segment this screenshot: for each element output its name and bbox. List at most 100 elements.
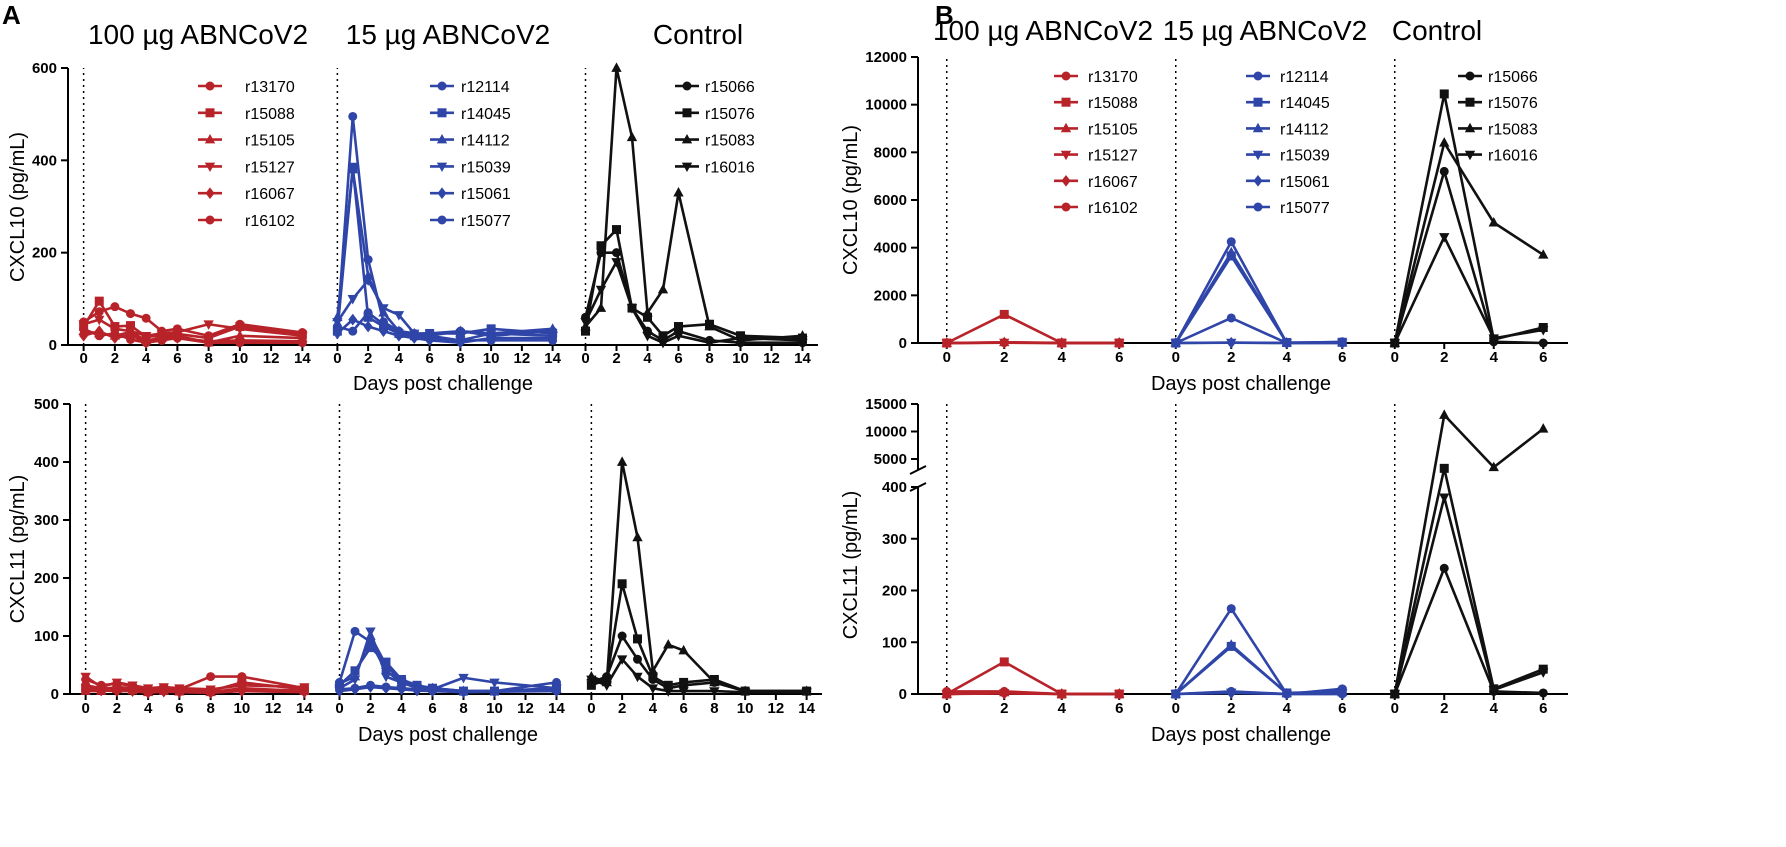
series-line [1174,240,1343,345]
legend-label: r15127 [245,159,295,176]
legend-label: r15083 [705,133,755,150]
data-point [157,335,167,345]
y-tick-label-upper: 10000 [865,424,907,441]
legend-label: r13170 [1088,69,1138,86]
legend-marker [1061,202,1071,212]
group-0: 0 2 4 6 [941,404,1125,717]
legend-entry-r15076: r15076 [1458,95,1538,112]
y-tick-label: 500 [34,396,59,413]
data-point [1439,89,1449,99]
legend-marker [1061,174,1071,187]
legend-marker [1465,71,1475,81]
series-line [1393,566,1544,695]
legend-marker [681,162,693,173]
data-point [112,683,122,693]
legend-marker [1252,122,1264,133]
x-tick-label: 4 [1058,349,1067,366]
legend-entry-r15077: r15077 [430,213,511,230]
data-point [679,677,689,687]
data-point [616,655,628,665]
data-point [459,687,468,697]
legend-label: r15083 [1488,121,1538,138]
panel-letter-a: A [2,0,21,30]
series-line [336,168,553,338]
data-point [616,456,628,466]
x-tick-label: 10 [483,350,500,367]
legend-entry-r15083: r15083 [1458,121,1538,138]
data-point [299,686,309,696]
series-line [946,313,1120,345]
x-tick-label: 6 [173,350,181,367]
x-tick-label: 12 [263,350,280,367]
data-point [458,673,469,684]
data-point [643,312,652,322]
series-line [84,675,305,691]
y-axis-title: CXCL11 (pg/mL) [7,475,29,624]
data-point [110,328,120,338]
data-point [999,688,1009,698]
x-tick-label: 4 [1490,700,1499,717]
data-point [126,334,135,344]
data-point [128,684,137,694]
legend-entry-r12114: r12114 [430,79,510,96]
data-point [96,683,106,693]
y-axis: 0 2000 4000 6000 8000 10000 12000 [865,49,919,352]
legend-entry-r14045: r14045 [430,106,511,123]
data-point [1439,409,1450,419]
data-point [709,676,720,687]
group-1: 0 2 4 6 8 10 12 14 [334,404,565,717]
group-title: 15 µg ABNCoV2 [1163,15,1367,46]
data-point [1226,237,1236,247]
legend-label: r16016 [1488,148,1538,165]
group-0: 0 2 4 6 8 10 12 14 100 µg ABNCoV2 r13170 r15088 r15… [78,19,311,367]
data-point [647,665,659,675]
data-point [601,681,612,691]
data-point [1488,334,1499,344]
data-point [735,334,746,344]
data-point [1488,686,1499,696]
x-axis-title: Days post challenge [1151,373,1331,395]
data-point [552,686,561,696]
data-point [1226,686,1236,696]
y-tick-label: 600 [32,60,57,77]
data-point [999,338,1009,348]
data-point [141,313,151,323]
data-point [348,326,358,336]
x-tick-label: 4 [643,350,652,367]
data-point [379,325,388,337]
series-r15077 [332,308,558,345]
data-point [663,639,674,649]
data-point [642,307,653,317]
x-tick-label: 2 [618,700,626,717]
data-point [942,689,952,699]
data-point [581,326,590,336]
series-r12114 [1171,604,1347,699]
series-r15083 [1389,137,1549,347]
legend-entry-r13170: r13170 [1054,69,1138,86]
data-point [111,678,123,689]
group-title: Control [653,19,743,50]
data-point [648,672,658,682]
data-point [1226,313,1236,323]
series-line [1393,235,1544,344]
legend-marker [204,133,216,144]
data-point [172,333,182,343]
data-point [365,627,376,637]
data-point [363,312,373,322]
legend-marker [437,187,447,200]
y-axis: 0 100 200 300 400 5000 10000 15000 [865,396,927,703]
legend-label: r14045 [1280,95,1330,112]
y-axis: 0 100 200 300 400 500 [34,396,71,703]
legend-entry-r16016: r16016 [1458,148,1538,165]
data-point [942,338,952,348]
legend-marker [1253,71,1263,81]
data-point [617,579,627,589]
x-tick-label: 6 [1115,700,1123,717]
x-tick-label: 8 [710,700,718,717]
x-tick-label: 10 [737,700,754,717]
group-2: 0 2 4 6 8 10 12 14 [586,404,816,717]
data-point [349,675,361,686]
data-point [79,329,89,342]
panel-letter-b: B [935,0,954,30]
